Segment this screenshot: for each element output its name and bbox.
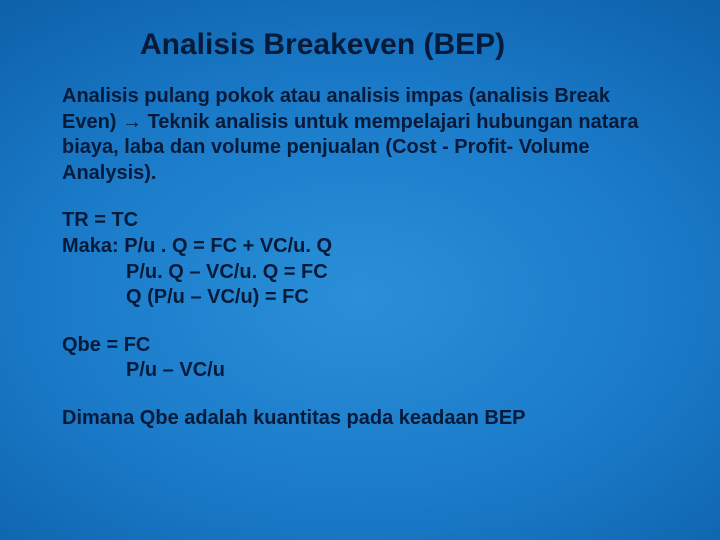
eq-line: Maka: P/u . Q = FC + VC/u. Q [62, 234, 658, 260]
eq-line: TR = TC [62, 208, 658, 234]
slide-body: Analisis pulang pokok atau analisis impa… [62, 84, 658, 432]
eq-line: P/u – VC/u [62, 358, 658, 384]
closing-line: Dimana Qbe adalah kuantitas pada keadaan… [62, 406, 658, 432]
eq-line: P/u. Q – VC/u. Q = FC [62, 260, 658, 286]
equation-block-2: Qbe = FC P/u – VC/u [62, 333, 658, 384]
equation-block-1: TR = TC Maka: P/u . Q = FC + VC/u. Q P/u… [62, 208, 658, 310]
slide: Analisis Breakeven (BEP) Analisis pulang… [0, 0, 720, 540]
slide-title: Analisis Breakeven (BEP) [62, 28, 658, 62]
eq-line: Q (P/u – VC/u) = FC [62, 285, 658, 311]
eq-line: Qbe = FC [62, 333, 658, 359]
intro-paragraph: Analisis pulang pokok atau analisis impa… [62, 84, 658, 186]
